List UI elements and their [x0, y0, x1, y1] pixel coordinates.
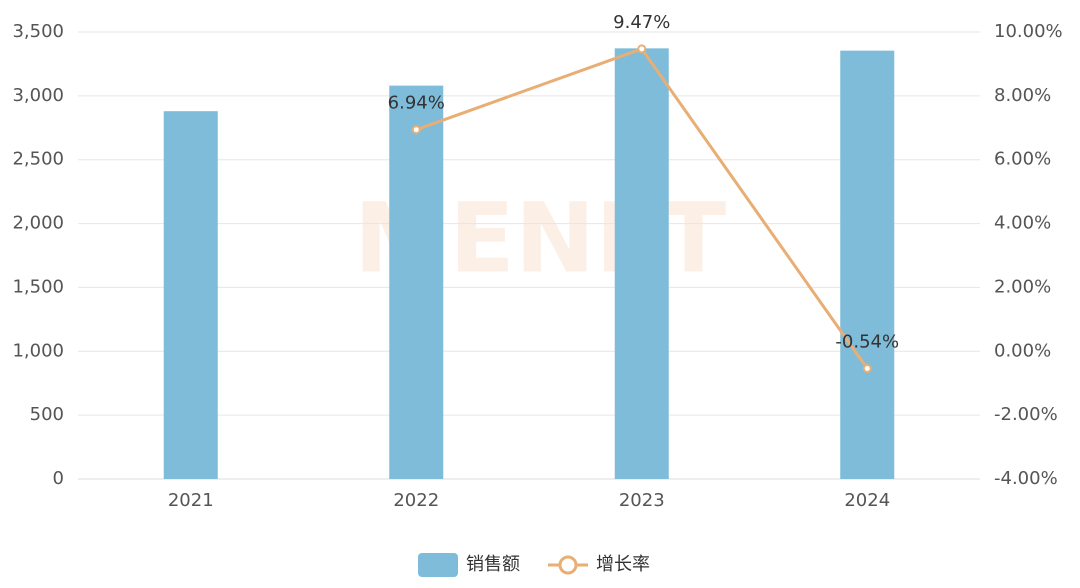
y2-tick-label: 0.00% — [994, 340, 1051, 361]
data-label: -0.54% — [835, 332, 899, 353]
y-tick-label: 500 — [30, 404, 64, 425]
legend-label: 增长率 — [596, 554, 650, 575]
x-tick-label: 2021 — [168, 490, 214, 511]
y2-tick-label: 6.00% — [994, 149, 1051, 170]
y2-tick-label: 10.00% — [994, 21, 1063, 42]
legend-swatch — [558, 555, 578, 575]
y-tick-label: 0 — [53, 468, 64, 489]
y-tick-label: 2,500 — [12, 149, 64, 170]
y2-tick-label: 4.00% — [994, 213, 1051, 234]
legend-swatch — [418, 553, 458, 577]
y2-tick-label: 2.00% — [994, 276, 1051, 297]
data-label: 9.47% — [613, 12, 670, 33]
bar — [163, 111, 218, 479]
y2-tick-label: -2.00% — [994, 404, 1058, 425]
legend-label: 销售额 — [466, 554, 520, 575]
y-tick-label: 3,500 — [12, 21, 64, 42]
bar — [389, 85, 444, 479]
x-tick-label: 2024 — [844, 490, 890, 511]
y2-tick-label: -4.00% — [994, 468, 1058, 489]
data-label: 6.94% — [388, 93, 445, 114]
y2-tick-label: 8.00% — [994, 85, 1051, 106]
line-point — [637, 44, 647, 54]
y-tick-label: 1,500 — [12, 276, 64, 297]
x-tick-label: 2022 — [393, 490, 439, 511]
x-tick-label: 2023 — [619, 490, 665, 511]
line-point — [862, 364, 872, 374]
y-tick-label: 2,000 — [12, 213, 64, 234]
y-tick-label: 3,000 — [12, 85, 64, 106]
bar — [614, 48, 669, 480]
line-point — [411, 125, 421, 135]
bar — [840, 50, 895, 479]
y-tick-label: 1,000 — [12, 340, 64, 361]
